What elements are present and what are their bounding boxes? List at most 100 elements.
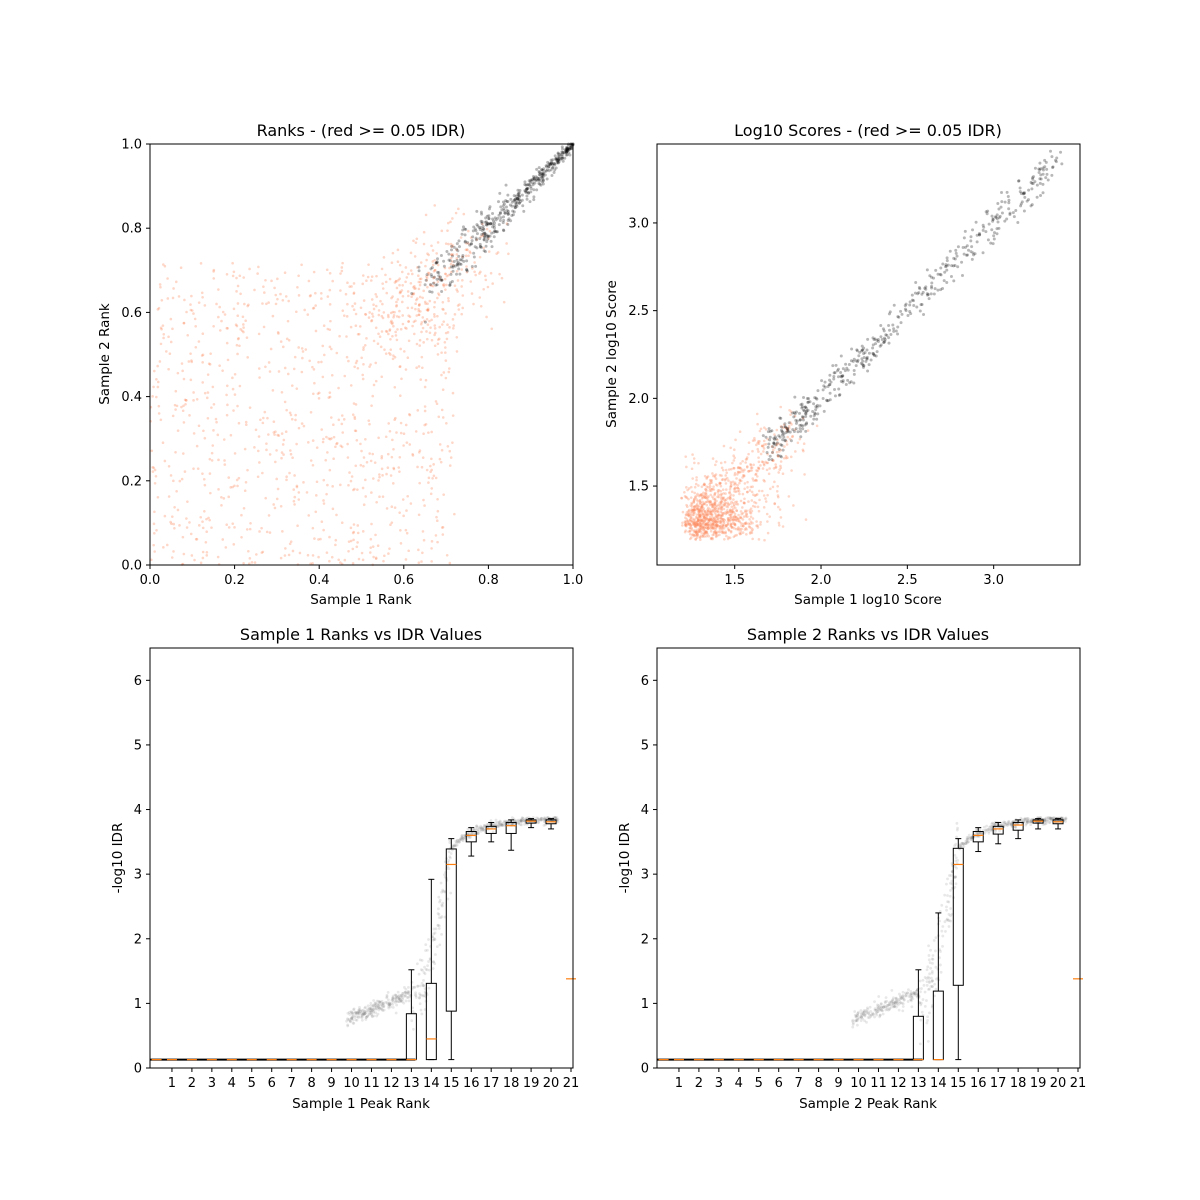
score-point-black <box>863 351 867 355</box>
score-point-black <box>1045 167 1049 171</box>
score-point-red <box>764 497 767 500</box>
rank-point-red <box>424 264 427 268</box>
rank-point-red <box>180 362 184 365</box>
rank-point-red <box>201 472 204 475</box>
score-point-red <box>685 511 689 514</box>
idr-point <box>945 918 949 922</box>
idr-point <box>1019 816 1023 820</box>
score-point-red <box>709 536 713 540</box>
rank-point-black <box>463 227 467 231</box>
rank-point-black <box>494 218 498 222</box>
rank-point-red <box>208 363 212 366</box>
rank-point-red <box>367 263 370 266</box>
score-point-red <box>699 501 702 504</box>
score-point-red <box>685 503 688 507</box>
rank-point-red <box>359 463 363 467</box>
score-point-red <box>792 504 795 507</box>
rank-point-black <box>550 174 554 178</box>
score-point-red <box>699 523 702 527</box>
score-point-red <box>714 535 718 539</box>
score-point-red <box>720 507 723 511</box>
rank-point-black <box>516 196 520 200</box>
score-point-black <box>1018 186 1022 190</box>
idr-point <box>510 816 514 820</box>
rank-point-black <box>548 162 552 166</box>
rank-point-red <box>326 295 330 298</box>
score-point-black <box>969 239 973 243</box>
score-point-red <box>715 532 718 535</box>
score-point-red <box>750 526 753 530</box>
idr-point <box>851 1025 855 1029</box>
score-point-red <box>777 450 781 453</box>
rank-point-red <box>384 329 388 333</box>
score-point-red <box>745 533 748 536</box>
rank-point-red <box>404 528 408 532</box>
score-point-black <box>1006 195 1010 199</box>
idr-point <box>925 999 928 1002</box>
rank-point-red <box>225 341 229 345</box>
rank-point-red <box>395 315 399 318</box>
score-point-red <box>750 466 754 470</box>
score-point-red <box>755 493 759 496</box>
score-point-red <box>692 521 695 524</box>
idr-point <box>998 829 1001 833</box>
score-point-red <box>703 532 706 536</box>
score-point-red <box>711 505 714 509</box>
rank-point-black <box>457 254 461 258</box>
rank-point-black <box>479 210 483 214</box>
rank-point-red <box>330 437 333 440</box>
rank-point-red <box>353 429 357 432</box>
rank-point-red <box>436 509 440 513</box>
panel3-xtick-label: 4 <box>228 1076 236 1091</box>
rank-point-red <box>272 431 276 434</box>
rank-point-red <box>421 296 424 300</box>
score-point-black <box>1037 170 1041 174</box>
score-point-black <box>887 341 891 345</box>
rank-point-red <box>201 556 205 560</box>
score-point-red <box>696 518 700 522</box>
score-point-red <box>693 522 697 525</box>
rank-point-red <box>482 246 486 250</box>
rank-point-black <box>455 263 459 267</box>
score-point-black <box>799 423 803 427</box>
score-point-red <box>776 438 779 442</box>
rank-point-black <box>519 200 523 204</box>
score-point-red <box>692 522 696 526</box>
rank-point-black <box>452 259 456 263</box>
score-point-red <box>706 532 709 536</box>
score-point-red <box>744 514 748 518</box>
idr-point <box>953 853 957 857</box>
score-point-red <box>723 498 726 502</box>
idr-point <box>954 875 958 879</box>
idr-point <box>947 900 951 904</box>
rank-point-red <box>260 551 264 554</box>
rank-point-red <box>195 398 199 401</box>
score-point-black <box>960 274 964 278</box>
score-point-red <box>709 529 713 533</box>
score-point-red <box>777 521 781 525</box>
score-point-red <box>733 481 737 485</box>
idr-point <box>360 1018 364 1022</box>
rank-point-black <box>471 235 475 239</box>
rank-point-red <box>314 494 318 497</box>
score-point-black <box>986 238 990 242</box>
score-point-red <box>751 485 754 488</box>
score-point-red <box>698 527 702 531</box>
score-point-red <box>786 456 789 460</box>
score-point-red <box>749 531 752 534</box>
rank-point-red <box>430 468 433 472</box>
score-point-red <box>714 518 718 521</box>
rank-point-red <box>150 558 153 562</box>
rank-point-red <box>381 282 384 285</box>
rank-point-red <box>377 479 380 482</box>
score-point-red <box>754 473 757 476</box>
rank-point-red <box>451 441 454 444</box>
idr-point <box>914 990 918 993</box>
score-point-red <box>699 509 702 513</box>
rank-point-red <box>427 253 430 257</box>
idr-point <box>408 993 412 997</box>
score-point-red <box>732 521 735 524</box>
rank-point-red <box>188 521 191 524</box>
score-point-black <box>783 425 787 429</box>
score-point-red <box>733 473 737 477</box>
